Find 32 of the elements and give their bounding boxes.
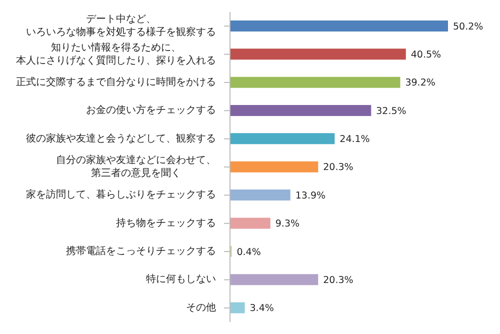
bar <box>230 161 318 172</box>
y-tick-label: お金の使い方をチェックする <box>86 104 216 116</box>
data-label: 13.9% <box>295 190 326 202</box>
bar <box>230 190 290 201</box>
bar <box>230 302 245 314</box>
bar <box>230 48 406 60</box>
y-tick-label: 携帯電話をこっそりチェックする <box>66 245 216 258</box>
bar <box>230 20 448 32</box>
y-tick-label: 特に何もしない <box>146 273 216 286</box>
bar <box>230 76 400 88</box>
data-label: 40.5% <box>410 50 442 61</box>
y-tick-label: 知りたい情報を得るために、本人にさりげなく質問したり、探りを入れる <box>16 41 216 66</box>
data-label: 32.5% <box>376 106 406 117</box>
data-label: 50.2% <box>453 21 484 32</box>
y-tick-label: 正式に交際するまで自分なりに時間をかける <box>16 76 216 88</box>
bar <box>230 105 372 116</box>
y-tick-label: その他 <box>186 301 216 314</box>
y-tick-label: 自分の家族や友達などに会わせて、第三者の意見を聞く <box>56 154 216 179</box>
data-label: 3.4% <box>250 303 274 314</box>
bar <box>230 133 335 144</box>
y-tick-label: 彼の家族や友達と会うなどして、観察する <box>26 132 216 144</box>
data-label: 9.3% <box>275 218 300 230</box>
data-label: 39.2% <box>405 78 436 89</box>
bar <box>230 274 318 286</box>
y-tick-label: 家を訪問して、暮らしぶりをチェックする <box>26 188 216 201</box>
y-tick-label: デート中など、いろいろな物事を対処する様子を観察する <box>26 13 216 38</box>
data-label: 24.1% <box>340 134 370 146</box>
data-label: 20.3% <box>323 162 354 174</box>
data-label: 20.3% <box>323 274 354 286</box>
y-tick-label: 持ち物をチェックする <box>116 216 216 229</box>
data-label: 0.4% <box>236 246 261 258</box>
bar <box>230 218 270 229</box>
